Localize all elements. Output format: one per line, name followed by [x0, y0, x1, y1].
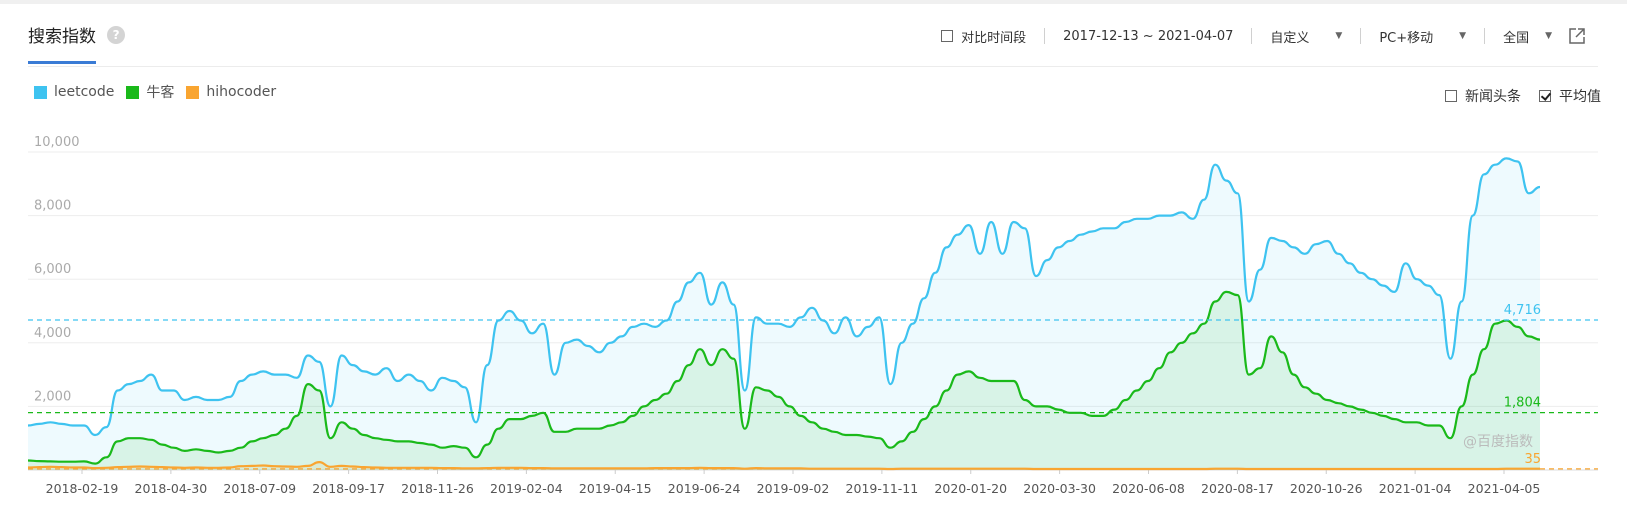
x-tick-label: 2018-11-26 — [401, 481, 474, 496]
average-label-0: 4,716 — [1504, 303, 1541, 318]
y-tick-label: 2,000 — [34, 389, 71, 404]
export-icon[interactable] — [1568, 27, 1586, 45]
legend-label: hihocoder — [206, 84, 277, 100]
x-tick-label: 2019-06-24 — [668, 481, 741, 496]
x-tick-label: 2019-11-11 — [846, 481, 919, 496]
title-underline — [28, 61, 96, 64]
date-range-text: 2017-12-13 ~ 2021-04-07 — [1063, 28, 1234, 44]
average-checkbox[interactable] — [1539, 90, 1551, 102]
x-tick-label: 2020-06-08 — [1112, 481, 1185, 496]
divider — [1360, 28, 1362, 44]
panel-header: 搜索指数 ? 对比时间段 2017-12-13 ~ 2021-04-07 自定义… — [28, 4, 1598, 67]
legend-item-leetcode[interactable]: leetcode — [34, 84, 114, 100]
legend-item-hihocoder[interactable]: hihocoder — [186, 84, 276, 100]
x-tick-label: 2018-04-30 — [135, 481, 208, 496]
compare-label: 对比时间段 — [961, 30, 1027, 46]
date-range-picker[interactable]: 2017-12-13 ~ 2021-04-07 — [1045, 29, 1251, 44]
legend-swatch — [186, 85, 200, 99]
baidu-watermark: @百度指数 — [1463, 434, 1533, 450]
series-line-0 — [27, 157, 1541, 437]
x-tick-label: 2020-08-17 — [1201, 481, 1274, 496]
legend-item-niuke[interactable]: 牛客 — [126, 82, 174, 102]
period-select[interactable]: 自定义 ▼ — [1252, 27, 1360, 46]
compare-checkbox[interactable] — [941, 30, 954, 42]
x-tick-label: 2018-02-19 — [46, 481, 119, 496]
region-select[interactable]: 全国 ▼ — [1485, 27, 1558, 46]
y-tick-label: 4,000 — [34, 326, 71, 341]
question-circle-icon[interactable]: ? — [107, 25, 126, 44]
caret-down-icon: ▼ — [1459, 31, 1467, 41]
x-tick-label: 2020-10-26 — [1290, 481, 1363, 496]
legend-swatch — [34, 85, 47, 99]
y-tick-label: 6,000 — [34, 262, 71, 277]
page-title: 搜索指数 — [28, 27, 96, 47]
divider — [1251, 28, 1253, 44]
x-tick-label: 2020-03-30 — [1023, 481, 1096, 496]
x-tick-label: 2019-02-04 — [490, 481, 563, 496]
news-label: 新闻头条 — [1465, 89, 1521, 105]
region-select-value: 全国 — [1503, 30, 1530, 46]
x-tick-label: 2021-04-05 — [1468, 481, 1541, 496]
device-select[interactable]: PC+移动 ▼ — [1361, 27, 1484, 46]
toolbar: 对比时间段 2017-12-13 ~ 2021-04-07 自定义 ▼ PC+移… — [923, 24, 1586, 48]
average-toggle[interactable]: 平均值 — [1539, 86, 1601, 106]
legend-label: 牛客 — [146, 85, 175, 101]
caret-down-icon: ▼ — [1335, 31, 1343, 41]
x-tick-label: 2018-07-09 — [223, 481, 296, 496]
period-select-value: 自定义 — [1270, 30, 1310, 46]
average-label: 平均值 — [1559, 89, 1601, 105]
y-tick-label: 8,000 — [34, 199, 71, 214]
series-line-1 — [27, 290, 1541, 465]
device-select-value: PC+移动 — [1379, 30, 1434, 46]
news-checkbox[interactable] — [1445, 90, 1457, 102]
caret-down-icon: ▼ — [1545, 31, 1552, 41]
x-tick-label: 2018-09-17 — [312, 481, 385, 496]
legend-label: leetcode — [54, 84, 115, 100]
divider — [1044, 28, 1046, 44]
chart-legend: leetcode 牛客 hihocoder — [34, 82, 288, 102]
title-group: 搜索指数 ? — [28, 22, 126, 66]
series-area-0 — [28, 158, 1540, 470]
average-label-1: 1,804 — [1504, 396, 1541, 411]
y-tick-label: 10,000 — [34, 135, 80, 150]
divider — [1484, 28, 1486, 44]
series-area-1 — [28, 291, 1540, 470]
average-label-2: 35 — [1524, 452, 1541, 467]
x-tick-label: 2019-09-02 — [757, 481, 830, 496]
x-tick-label: 2020-01-20 — [934, 481, 1007, 496]
chart-options: 新闻头条 平均值 — [1427, 86, 1601, 106]
news-toggle[interactable]: 新闻头条 — [1445, 86, 1521, 106]
legend-swatch — [126, 85, 140, 99]
x-tick-label: 2021-01-04 — [1379, 481, 1452, 496]
compare-toggle[interactable]: 对比时间段 — [923, 27, 1044, 46]
x-tick-label: 2019-04-15 — [579, 481, 652, 496]
